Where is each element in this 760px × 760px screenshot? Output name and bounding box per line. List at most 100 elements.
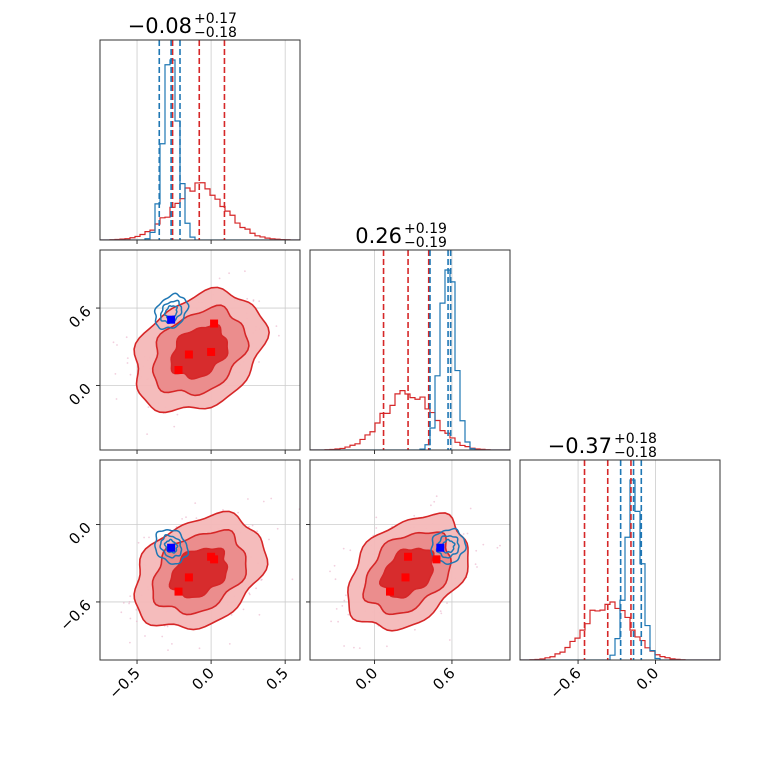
blue-marker	[167, 315, 176, 324]
sample-point	[244, 270, 246, 273]
sample-point	[173, 425, 176, 428]
sample-point	[335, 608, 338, 610]
blue-contour-middle	[159, 533, 183, 559]
sample-point	[251, 524, 254, 527]
sample-point	[120, 611, 123, 614]
sample-point	[268, 538, 270, 541]
sample-point	[129, 617, 132, 620]
panels-layer	[64, 39, 721, 661]
panel-frame-1-1	[309, 249, 511, 451]
title-2: −0.37 +0.18−0.18	[548, 431, 657, 461]
sample-point	[143, 536, 146, 539]
sample-point	[413, 514, 416, 517]
panel-content	[310, 250, 510, 450]
x-tick-label-1-0: 0.0	[352, 664, 382, 694]
panel-2-2	[519, 459, 721, 661]
sample-point	[146, 433, 149, 435]
sample-point	[270, 497, 273, 500]
sample-point	[129, 373, 132, 376]
sample-point	[278, 334, 280, 337]
sample-point	[161, 635, 164, 638]
sample-point	[343, 645, 345, 647]
sample-point	[135, 620, 138, 623]
sample-point	[353, 646, 355, 649]
sample-point	[115, 398, 118, 400]
sample-point	[148, 536, 150, 539]
sample-point	[333, 564, 336, 567]
histogram-red-2	[520, 601, 720, 660]
sample-point	[433, 500, 436, 503]
sample-point	[430, 504, 432, 507]
sample-point	[252, 300, 255, 302]
sample-point	[334, 578, 337, 581]
sample-point	[440, 612, 443, 615]
y-tick-label-2-0: −0.6	[56, 596, 94, 634]
title-minus: −0.19	[404, 235, 447, 251]
red-marker-3	[210, 319, 219, 328]
sample-point	[247, 498, 249, 500]
sample-point	[476, 566, 478, 568]
x-tick-label-2-1: 0.0	[633, 664, 663, 694]
sample-point	[337, 620, 339, 623]
title-plus: +0.17	[194, 11, 237, 27]
panel-2-1	[309, 459, 511, 661]
title-value: −0.08	[128, 14, 192, 38]
y-tick-label-1-0: 0.0	[65, 380, 95, 410]
blue-marker	[167, 543, 176, 552]
sample-point	[181, 518, 184, 520]
sample-point	[128, 602, 131, 605]
panel-content	[310, 460, 510, 660]
red-marker-2	[404, 552, 413, 561]
panel-frame-2-0	[99, 459, 301, 661]
sample-point	[258, 300, 261, 303]
sample-point	[448, 639, 451, 641]
sample-point	[126, 362, 129, 364]
red-marker-1	[184, 350, 193, 359]
sample-point	[435, 495, 438, 498]
title-plus: +0.18	[614, 431, 657, 447]
y-tick-label-2-1: 0.0	[65, 519, 95, 549]
blue-contour-inner	[163, 538, 179, 554]
red-marker-3	[210, 555, 219, 564]
panel-0-0	[99, 39, 301, 241]
red-marker-0	[174, 587, 183, 596]
sample-point	[386, 645, 388, 648]
sample-point	[439, 610, 442, 613]
title-value: −0.37	[548, 434, 612, 458]
blue-marker	[436, 543, 445, 552]
sample-point	[330, 620, 332, 623]
red-marker-0	[174, 366, 183, 374]
histogram-blue-2	[520, 479, 720, 660]
sample-point	[228, 643, 231, 645]
sample-point	[329, 570, 331, 573]
sample-point	[242, 608, 245, 611]
red-marker-1	[184, 573, 193, 582]
sample-point	[195, 517, 198, 519]
panel-frame-2-2	[519, 459, 721, 661]
sample-point	[469, 507, 472, 510]
sample-point	[222, 509, 224, 511]
sample-point	[129, 595, 132, 598]
panel-2-0	[99, 459, 301, 661]
sample-point	[114, 373, 117, 375]
sample-point	[345, 594, 347, 597]
sample-point	[126, 357, 129, 359]
sample-point	[129, 641, 131, 644]
panel-bg	[310, 250, 510, 450]
sample-point	[228, 272, 231, 275]
sample-point	[125, 336, 128, 339]
sample-point	[349, 549, 352, 552]
sample-point	[262, 500, 265, 503]
sample-point	[246, 297, 249, 300]
x-tick-label-2-0: −0.6	[546, 664, 584, 702]
histogram-blue-0	[100, 59, 300, 240]
sample-point	[218, 277, 221, 280]
sample-point	[291, 578, 294, 581]
sample-point	[137, 541, 140, 544]
red-marker-0	[386, 587, 394, 596]
sample-point	[276, 527, 279, 530]
panel-frame-2-1	[309, 459, 511, 661]
sample-point	[144, 635, 146, 637]
red-marker-3	[432, 555, 441, 564]
sample-point	[64, 374, 66, 376]
